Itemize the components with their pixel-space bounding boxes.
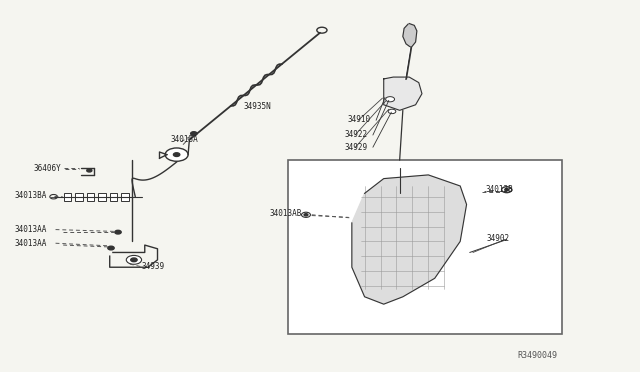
- Circle shape: [386, 97, 394, 102]
- Text: 34939: 34939: [141, 262, 164, 271]
- Circle shape: [165, 148, 188, 161]
- Text: 34013AB: 34013AB: [269, 209, 301, 218]
- Circle shape: [126, 256, 141, 264]
- FancyBboxPatch shape: [288, 160, 562, 334]
- Circle shape: [388, 109, 396, 113]
- Circle shape: [115, 230, 121, 234]
- Text: 34922: 34922: [344, 130, 367, 139]
- Text: 34929: 34929: [344, 143, 367, 152]
- Circle shape: [131, 258, 137, 262]
- Polygon shape: [403, 23, 417, 48]
- Polygon shape: [384, 77, 422, 110]
- Bar: [87, 193, 95, 201]
- Text: 34935N: 34935N: [244, 102, 271, 111]
- Text: R3490049: R3490049: [518, 351, 557, 360]
- Text: 34013BA: 34013BA: [14, 191, 47, 200]
- Circle shape: [108, 246, 114, 250]
- Text: 36406Y: 36406Y: [33, 164, 61, 173]
- Text: 34013AA: 34013AA: [14, 239, 47, 248]
- Text: 34013B: 34013B: [486, 185, 513, 194]
- Circle shape: [301, 212, 310, 217]
- Circle shape: [191, 132, 197, 135]
- Circle shape: [502, 187, 512, 193]
- Polygon shape: [352, 175, 467, 304]
- Bar: [76, 193, 83, 201]
- Bar: [99, 193, 106, 201]
- Text: 34902: 34902: [487, 234, 510, 243]
- Bar: [121, 193, 129, 201]
- Circle shape: [87, 169, 92, 172]
- Text: 34013AA: 34013AA: [14, 225, 47, 234]
- Bar: [64, 193, 72, 201]
- Circle shape: [173, 153, 180, 157]
- Text: 34013A: 34013A: [170, 135, 198, 144]
- Bar: [109, 193, 117, 201]
- Circle shape: [304, 214, 308, 216]
- Circle shape: [505, 189, 509, 191]
- Text: 34910: 34910: [348, 115, 371, 124]
